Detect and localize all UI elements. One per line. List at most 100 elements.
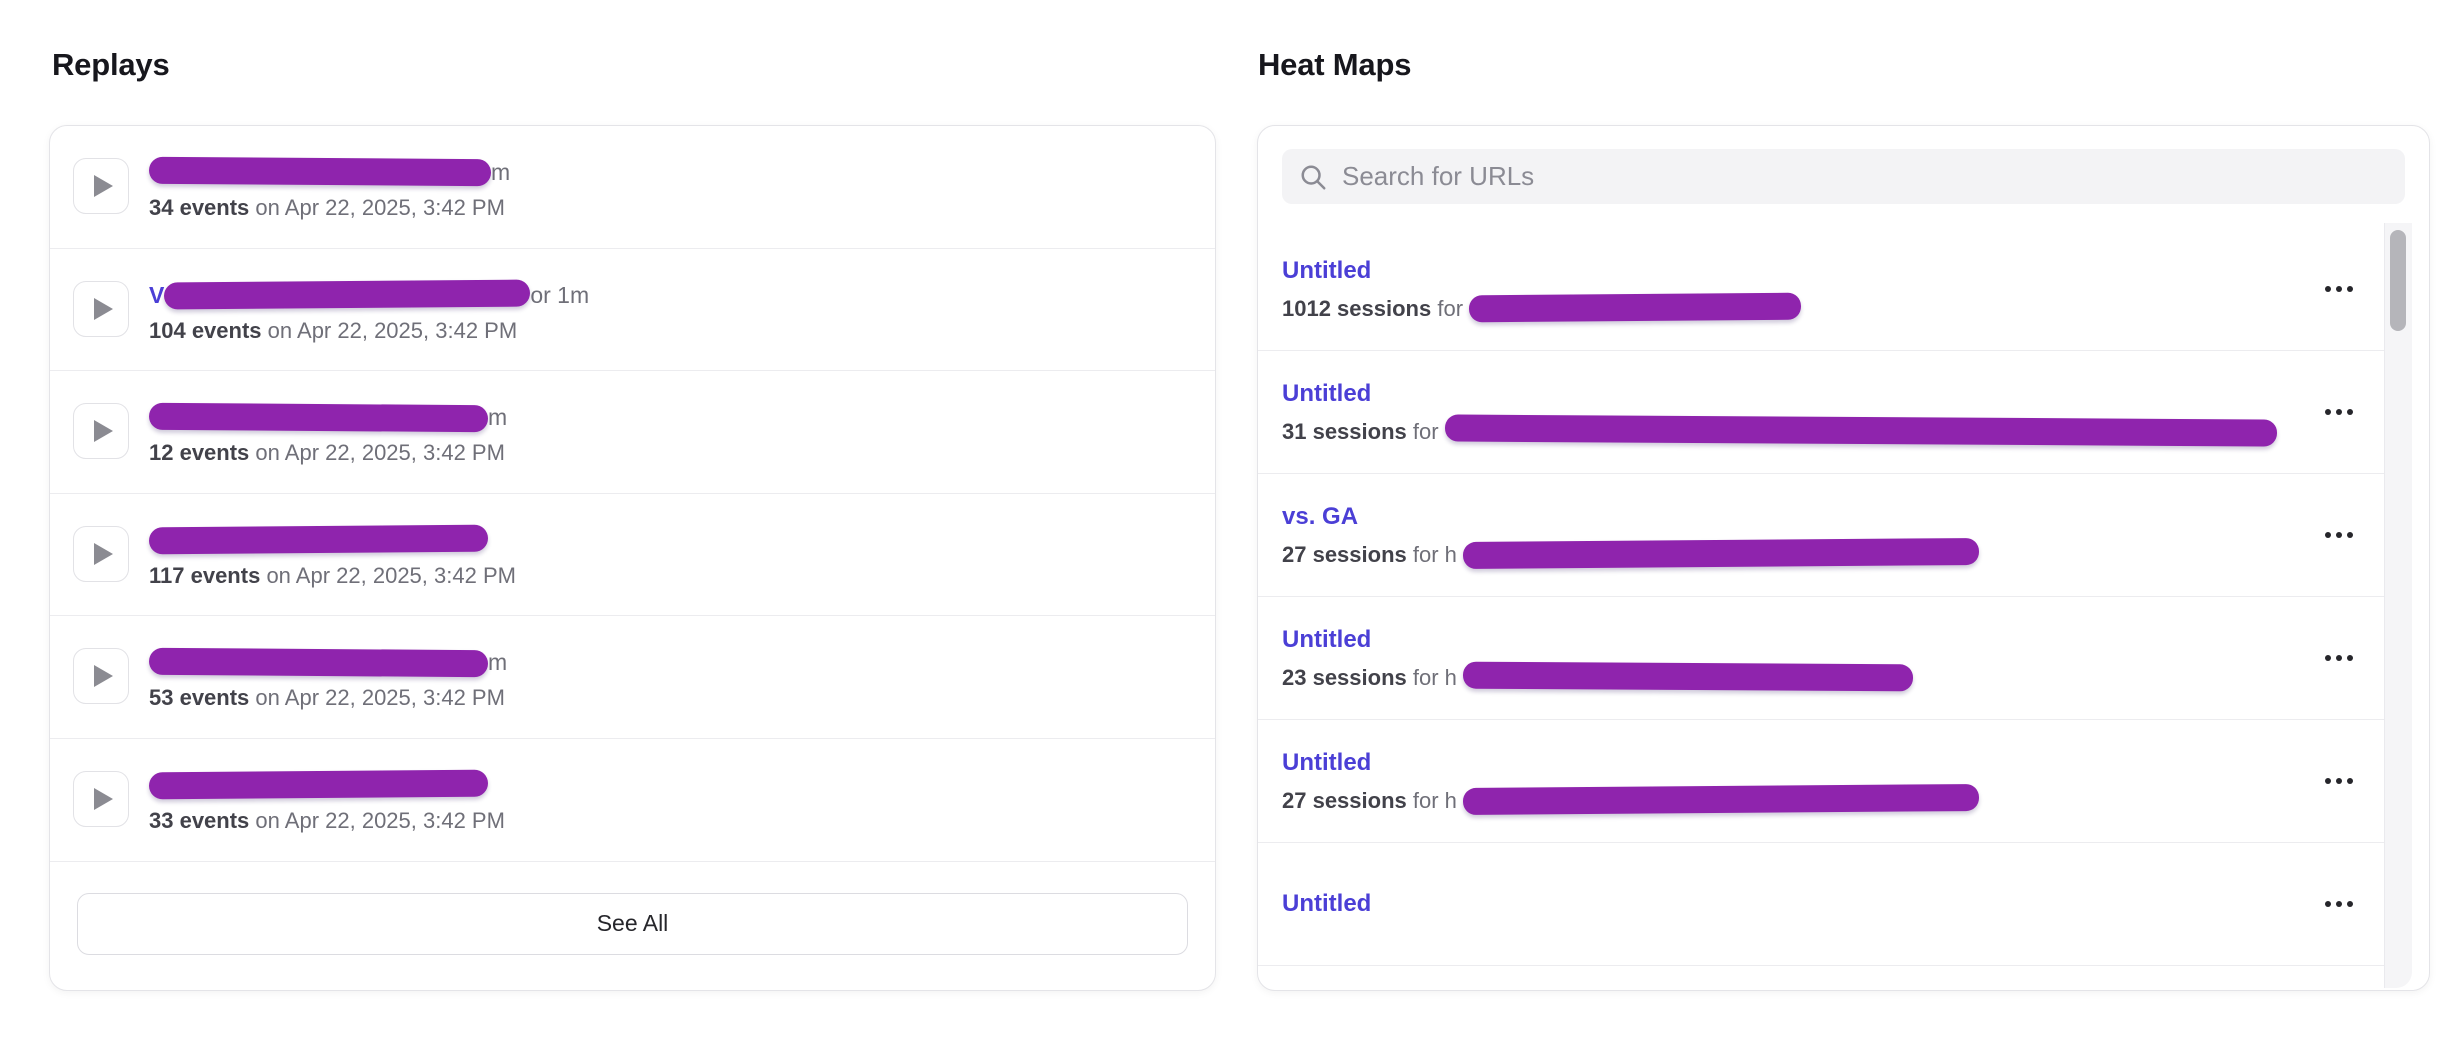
heatmap-item-main: Untitled 27 sessions for h	[1282, 748, 2321, 815]
sessions-count: 27 sessions	[1282, 787, 1407, 813]
redaction-bar	[148, 524, 489, 555]
play-icon	[94, 420, 113, 443]
replay-list-item: m 53 events on Apr 22, 2025, 3:42 PM	[50, 616, 1215, 739]
replay-name-suffix: m	[488, 649, 508, 676]
heatmap-title-link[interactable]: Untitled	[1282, 890, 1372, 917]
heatmap-list-item: Untitled 31 sessions for	[1258, 351, 2385, 474]
replay-list-item: m 12 events on Apr 22, 2025, 3:42 PM	[50, 371, 1215, 494]
url-redaction-bar	[1462, 537, 1980, 569]
play-button[interactable]	[73, 158, 129, 214]
replay-link[interactable]: m	[148, 402, 508, 433]
play-button[interactable]	[73, 403, 129, 460]
visit-date: on Apr 22, 2025, 3:42 PM	[266, 562, 516, 588]
redaction-bar	[148, 402, 489, 432]
replay-info: m 53 events on Apr 22, 2025, 3:42 PM	[148, 647, 508, 711]
more-menu-button[interactable]	[2321, 524, 2357, 546]
replay-link[interactable]	[148, 524, 516, 556]
ellipsis-icon	[2325, 532, 2331, 538]
play-button[interactable]	[73, 280, 129, 337]
events-count: 33 events	[149, 807, 250, 833]
visit-date: on Apr 22, 2025, 3:42 PM	[267, 317, 518, 343]
replays-page-title: Replays	[52, 47, 170, 82]
replay-info: m 34 events on Apr 22, 2025, 3:42 PM	[148, 157, 511, 221]
heatmap-meta: 23 sessions for h	[1282, 661, 2321, 692]
heatmap-list-item: Untitled 23 sessions for h	[1258, 597, 2385, 720]
heatmap-list-item: Untitled 1012 sessions for	[1258, 228, 2385, 351]
ellipsis-icon	[2347, 409, 2353, 415]
search-icon	[1301, 165, 1326, 189]
redaction-bar	[148, 770, 489, 800]
visit-date: on Apr 22, 2025, 3:42 PM	[255, 440, 505, 466]
play-button[interactable]	[73, 648, 129, 705]
heatmap-title-link[interactable]: Untitled	[1282, 379, 1372, 407]
heatmap-list-item: Untitled	[1258, 966, 2385, 990]
sessions-count: 27 sessions	[1282, 541, 1407, 567]
heatmap-item-main: Untitled 1012 sessions for	[1282, 257, 2321, 322]
redaction-bar	[148, 647, 489, 677]
events-count: 117 events	[149, 562, 261, 588]
play-button[interactable]	[73, 770, 129, 827]
heatmap-list: Untitled 1012 sessions for Untitled 31 s…	[1258, 228, 2385, 990]
scrollbar-track[interactable]	[2384, 223, 2412, 988]
ellipsis-icon	[2347, 286, 2353, 292]
url-redaction-bar	[1462, 783, 1980, 815]
visit-date: on Apr 22, 2025, 3:42 PM	[255, 807, 505, 833]
redaction-bar	[148, 157, 492, 187]
heatmap-title-link[interactable]: Untitled	[1282, 256, 1372, 284]
replay-meta: 34 events on Apr 22, 2025, 3:42 PM	[149, 195, 510, 221]
replay-link[interactable]: m	[148, 157, 511, 188]
url-redaction-bar	[1462, 661, 1914, 692]
more-menu-button[interactable]	[2321, 401, 2357, 423]
events-count: 12 events	[149, 440, 250, 466]
scrollbar-thumb[interactable]	[2390, 230, 2406, 331]
play-icon	[94, 665, 113, 688]
ellipsis-icon	[2347, 778, 2353, 784]
ellipsis-icon	[2336, 778, 2342, 784]
heatmap-item-main: Untitled 31 sessions for	[1282, 379, 2321, 447]
replay-meta: 53 events on Apr 22, 2025, 3:42 PM	[149, 685, 507, 711]
more-menu-button[interactable]	[2321, 770, 2357, 792]
events-count: 53 events	[149, 685, 250, 711]
heatmap-list-item: Untitled	[1258, 843, 2385, 966]
visit-date: on Apr 22, 2025, 3:42 PM	[255, 685, 505, 711]
heatmap-title-link[interactable]: vs. GA	[1282, 502, 1359, 530]
ellipsis-icon	[2336, 655, 2342, 661]
heatmap-item-main: vs. GA 27 sessions for h	[1282, 502, 2321, 569]
replay-meta: 104 events on Apr 22, 2025, 3:42 PM	[149, 318, 589, 344]
events-count: 104 events	[149, 317, 262, 343]
play-icon	[94, 175, 113, 197]
heatmap-meta: 27 sessions for h	[1282, 783, 2321, 815]
ellipsis-icon	[2347, 901, 2353, 907]
for-text: for h	[1412, 541, 1457, 567]
ellipsis-icon	[2325, 901, 2331, 907]
heatmap-item-main: Untitled 23 sessions for h	[1282, 625, 2321, 692]
see-all-button[interactable]: See All	[77, 892, 1188, 955]
heatmap-item-main: Untitled	[1282, 890, 2321, 918]
replay-list-item: 33 events on Apr 22, 2025, 3:42 PM	[50, 739, 1215, 862]
replay-name-suffix: m	[491, 159, 511, 185]
replay-meta: 117 events on Apr 22, 2025, 3:42 PM	[149, 563, 516, 589]
heatmap-meta: 1012 sessions for	[1282, 292, 2321, 322]
replay-meta: 33 events on Apr 22, 2025, 3:42 PM	[149, 808, 505, 834]
ellipsis-icon	[2325, 409, 2331, 415]
replay-link[interactable]: m	[148, 647, 508, 678]
search-input[interactable]	[1342, 161, 2389, 192]
more-menu-button[interactable]	[2321, 647, 2357, 669]
ellipsis-icon	[2336, 901, 2342, 907]
for-text: for	[1437, 295, 1464, 321]
for-text: for h	[1412, 787, 1457, 813]
heatmap-meta: 27 sessions for h	[1282, 537, 2321, 569]
replay-info: m 12 events on Apr 22, 2025, 3:42 PM	[148, 402, 508, 466]
play-button[interactable]	[73, 525, 129, 582]
more-menu-button[interactable]	[2321, 278, 2357, 300]
replay-link[interactable]	[148, 770, 505, 801]
play-icon	[94, 297, 113, 320]
replay-name-suffix: m	[488, 404, 508, 431]
heatmap-title-link[interactable]: Untitled	[1282, 625, 1372, 653]
play-icon	[94, 542, 113, 565]
more-menu-button[interactable]	[2321, 893, 2357, 915]
ellipsis-icon	[2336, 532, 2342, 538]
heatmap-title-link[interactable]: Untitled	[1282, 748, 1372, 776]
